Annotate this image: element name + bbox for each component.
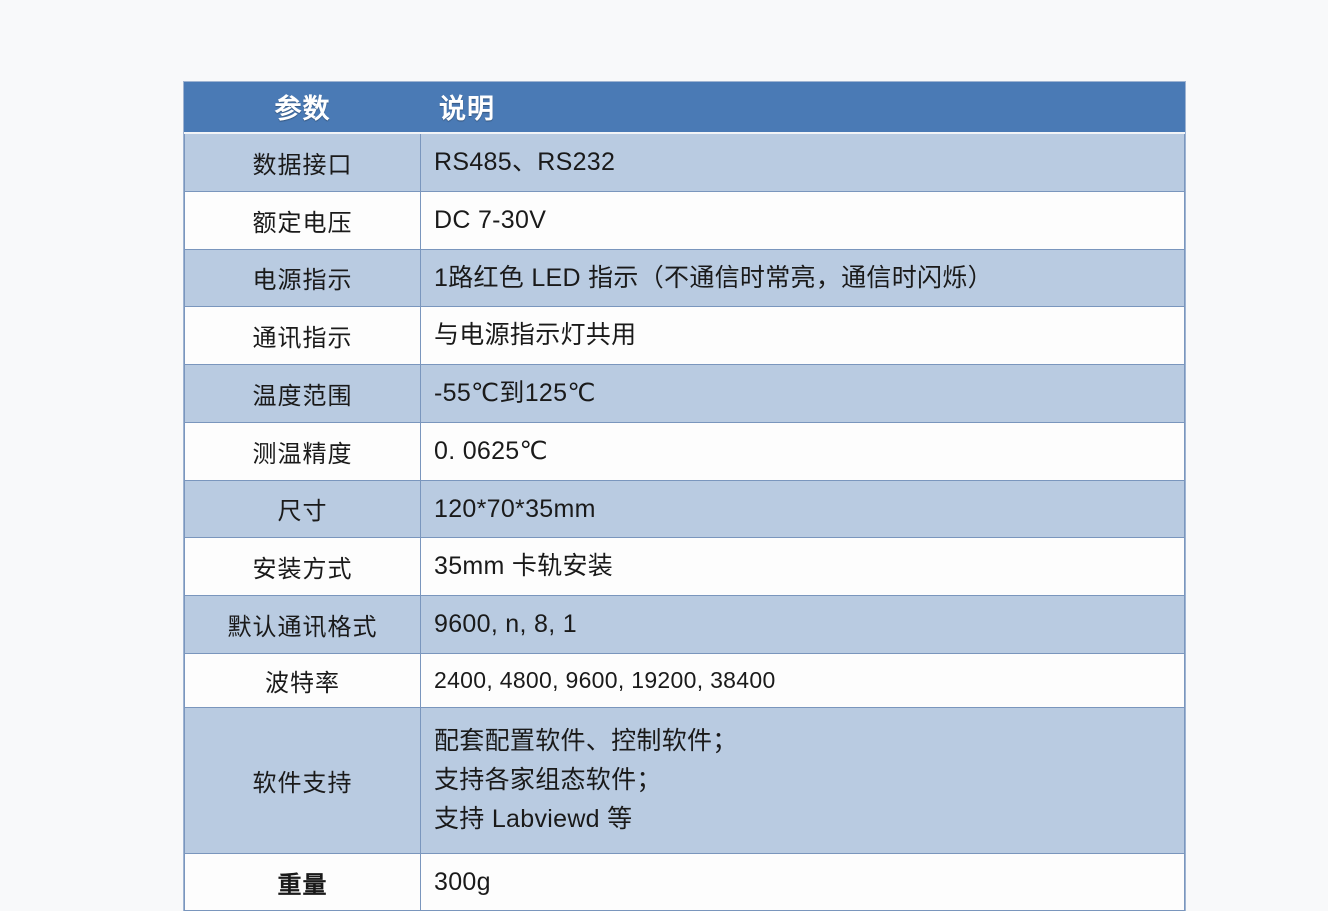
cell-description: 120*70*35mm: [420, 479, 1185, 539]
table-row: 通讯指示 与电源指示灯共用: [184, 306, 1185, 365]
description-line: 35mm 卡轨安装: [434, 552, 614, 581]
table-row: 测温精度 0. 0625℃: [184, 421, 1185, 481]
table-row: 重量 300g: [184, 852, 1185, 911]
description-line: 支持各家组态软件；: [434, 766, 662, 795]
description-line: 1路红色 LED 指示（不通信时常亮，通信时闪烁）: [434, 263, 993, 292]
description-line: 支持 Labviewd 等: [434, 804, 633, 833]
cell-description: -55℃到125℃: [420, 364, 1185, 423]
cell-description: 0. 0625℃: [420, 421, 1185, 481]
cell-parameter: 波特率: [184, 652, 421, 709]
table-row: 波特率 2400, 4800, 9600, 19200, 38400: [184, 652, 1185, 709]
cell-description: DC 7-30V: [420, 190, 1185, 250]
cell-description: RS485、RS232: [420, 132, 1185, 192]
description-line: 与电源指示灯共用: [434, 321, 637, 350]
table-header-row: 参数 说明: [184, 82, 1185, 134]
table-body: 数据接口 RS485、RS232 额定电压 DC 7-30V 电源指示 1路红色…: [184, 132, 1185, 911]
cell-parameter: 额定电压: [184, 190, 421, 250]
specification-table: 参数 说明 数据接口 RS485、RS232 额定电压 DC 7-30V 电源指…: [184, 82, 1185, 911]
table-row: 安装方式 35mm 卡轨安装: [184, 537, 1185, 596]
cell-parameter: 通讯指示: [184, 306, 421, 365]
cell-parameter: 默认通讯格式: [184, 595, 421, 654]
cell-parameter: 重量: [184, 852, 421, 911]
cell-description: 2400, 4800, 9600, 19200, 38400: [420, 652, 1185, 709]
cell-parameter: 安装方式: [184, 537, 421, 596]
cell-parameter: 电源指示: [184, 248, 421, 308]
table-row: 温度范围 -55℃到125℃: [184, 364, 1185, 423]
cell-description: 35mm 卡轨安装: [420, 537, 1185, 596]
description-line: 300g: [434, 867, 491, 896]
table-row: 电源指示 1路红色 LED 指示（不通信时常亮，通信时闪烁）: [184, 248, 1185, 308]
cell-description: 与电源指示灯共用: [420, 306, 1185, 365]
cell-description: 300g: [420, 852, 1185, 911]
description-line: -55℃到125℃: [434, 379, 596, 407]
table-row: 额定电压 DC 7-30V: [184, 190, 1185, 250]
cell-description: 9600, n, 8, 1: [420, 595, 1185, 654]
description-line: 0. 0625℃: [434, 436, 548, 465]
description-line: 9600, n, 8, 1: [434, 610, 577, 638]
cell-parameter: 尺寸: [184, 479, 421, 539]
cell-parameter: 软件支持: [184, 707, 421, 854]
table-header: 参数 说明: [184, 82, 1185, 134]
column-header-description: 说明: [420, 82, 1185, 134]
column-header-parameter: 参数: [184, 82, 421, 134]
cell-parameter: 测温精度: [184, 421, 421, 481]
table-row: 尺寸 120*70*35mm: [184, 479, 1185, 539]
cell-description: 1路红色 LED 指示（不通信时常亮，通信时闪烁）: [420, 248, 1185, 308]
description-line: RS485、RS232: [434, 148, 616, 176]
description-line: 配套配置软件、控制软件；: [434, 727, 738, 756]
cell-description: 配套配置软件、控制软件； 支持各家组态软件； 支持 Labviewd 等: [420, 707, 1185, 854]
table-row: 默认通讯格式 9600, n, 8, 1: [184, 595, 1185, 654]
table-row: 软件支持 配套配置软件、控制软件； 支持各家组态软件； 支持 Labviewd …: [184, 707, 1185, 854]
cell-parameter: 温度范围: [184, 364, 421, 423]
description-line: DC 7-30V: [434, 205, 547, 234]
cell-parameter: 数据接口: [184, 132, 421, 192]
description-line: 120*70*35mm: [434, 494, 596, 523]
page-root: 参数 说明 数据接口 RS485、RS232 额定电压 DC 7-30V 电源指…: [184, 82, 1185, 911]
description-line: 2400, 4800, 9600, 19200, 38400: [434, 666, 776, 693]
table-row: 数据接口 RS485、RS232: [184, 132, 1185, 192]
